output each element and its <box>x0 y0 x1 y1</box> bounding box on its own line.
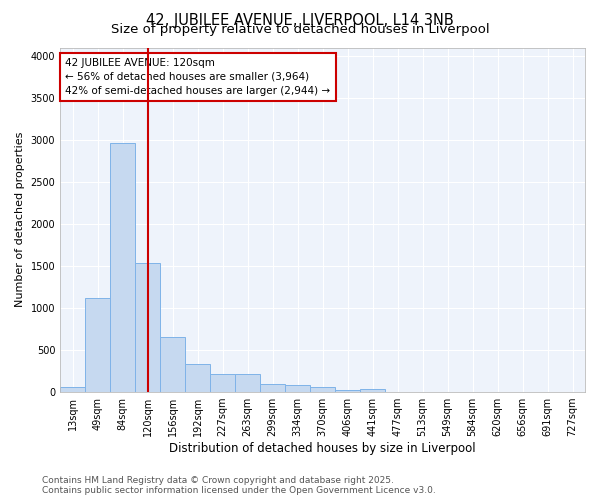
Bar <box>310 388 335 392</box>
Bar <box>360 389 385 392</box>
Bar <box>160 336 185 392</box>
Y-axis label: Number of detached properties: Number of detached properties <box>15 132 25 308</box>
X-axis label: Distribution of detached houses by size in Liverpool: Distribution of detached houses by size … <box>169 442 476 455</box>
Text: 42 JUBILEE AVENUE: 120sqm
← 56% of detached houses are smaller (3,964)
42% of se: 42 JUBILEE AVENUE: 120sqm ← 56% of detac… <box>65 58 331 96</box>
Bar <box>60 388 85 392</box>
Bar <box>135 264 160 392</box>
Bar <box>210 374 235 392</box>
Text: 42, JUBILEE AVENUE, LIVERPOOL, L14 3NB: 42, JUBILEE AVENUE, LIVERPOOL, L14 3NB <box>146 12 454 28</box>
Bar <box>260 384 285 392</box>
Bar <box>335 390 360 392</box>
Bar <box>185 364 210 392</box>
Bar <box>285 385 310 392</box>
Bar <box>235 374 260 392</box>
Text: Size of property relative to detached houses in Liverpool: Size of property relative to detached ho… <box>110 22 490 36</box>
Bar <box>110 144 135 392</box>
Text: Contains HM Land Registry data © Crown copyright and database right 2025.
Contai: Contains HM Land Registry data © Crown c… <box>42 476 436 495</box>
Bar <box>85 298 110 392</box>
